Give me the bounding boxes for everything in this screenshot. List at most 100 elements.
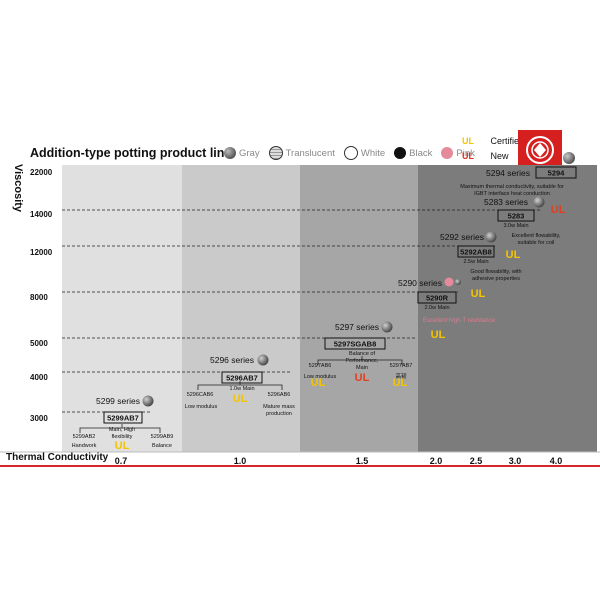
variant-desc-5296AB6: production (266, 411, 292, 417)
color-legend: Gray Translucent White Black Pink (218, 146, 475, 160)
y-tick-label: 5000 (30, 339, 48, 348)
note-5283: Excellent flowability, (512, 233, 561, 239)
main-5297-box (324, 337, 386, 350)
desc-5297: Main (356, 365, 368, 371)
series-ball-5296 (257, 354, 269, 366)
main-5292-label: 5292AB8 (460, 248, 492, 257)
variant-desc-5297AB7: 高韧 (395, 372, 407, 380)
series-ball-5297 (381, 321, 393, 333)
desc-5299: Main, High (109, 427, 135, 433)
x-tick-label: 1.5 (356, 456, 369, 466)
ul-certified-legend: UL Certified (462, 136, 524, 146)
x-axis-label: Thermal Conductivity (6, 452, 109, 463)
main-5294-label: 5294 (548, 169, 566, 178)
y-tick-label: 14000 (30, 210, 53, 219)
bracket-line (197, 381, 283, 390)
white-ball-icon (343, 146, 358, 160)
variant-5297AB6: 5297AB6 (309, 363, 332, 369)
main-5296-label: 5296AB7 (226, 374, 258, 383)
ul-5296: UL (233, 393, 248, 405)
variant-desc-5297AB6: Low modulus (304, 374, 337, 380)
variant-5297AB7: 5297AB7 (390, 363, 413, 369)
translucent-ball-icon (268, 146, 283, 160)
series-label-5290: 5290 series (398, 278, 442, 288)
desc-5297: Balance of (349, 351, 375, 357)
ul-5290-extra: UL (471, 288, 486, 300)
main-5299-label: 5299AB7 (107, 414, 139, 423)
series-label-5294: 5294 series (486, 168, 530, 178)
x-tick-label: 2.0 (430, 456, 443, 466)
desc-5283: 3.0w Main (503, 223, 528, 229)
ul-new-label: New (490, 151, 509, 161)
x-tick-label: 2.5 (470, 456, 483, 466)
main-5294-box (535, 166, 577, 179)
note-5292: Good flowability, with (470, 269, 521, 275)
x-tick-label: 4.0 (550, 456, 563, 466)
black-ball-icon (394, 147, 407, 159)
series-label-5283: 5283 series (484, 197, 528, 207)
main-5283-box (497, 209, 535, 222)
ul-5297AB7: UL (393, 377, 408, 389)
variant-desc-5299AB9: Balance (152, 443, 172, 449)
legend-white: White (360, 147, 386, 159)
ul-new-legend: UL New (462, 151, 509, 161)
legend-translucent: Translucent (285, 147, 335, 159)
bracket-line (79, 424, 161, 433)
main-5290-box (417, 291, 457, 304)
series-ball-5290 (444, 277, 454, 287)
band-0 (62, 165, 182, 452)
band-3 (418, 165, 597, 452)
ul-5283: UL (551, 204, 566, 216)
variant-5296CAB6: 5296CAB6 (187, 392, 214, 398)
variant-5296AB6: 5296AB6 (268, 392, 291, 398)
y-tick-label: 12000 (30, 248, 53, 257)
note-5294: Maximum thermal conductivity, suitable f… (460, 184, 564, 190)
legend-gray: Gray (239, 147, 260, 159)
x-tick-label: 3.0 (509, 456, 522, 466)
y-tick-label: 3000 (30, 414, 48, 423)
ul-5297: UL (355, 372, 370, 384)
main-5297-label: 5297SGAB8 (334, 340, 377, 349)
company-logo (518, 130, 562, 170)
note-5294: IGBT interface heat conduction (474, 191, 550, 197)
ul-5299: UL (115, 440, 130, 452)
variant-5299AB9: 5299AB9 (151, 434, 174, 440)
series-ball-5290-gray (455, 279, 461, 285)
main-5296-box (221, 371, 263, 384)
series-label-5299: 5299 series (96, 396, 140, 406)
gray-ball-icon (224, 147, 236, 159)
y-tick-label: 8000 (30, 293, 48, 302)
pink-ball-icon (441, 147, 454, 159)
series-label-5297: 5297 series (335, 322, 379, 332)
y-tick-label: 22000 (30, 168, 53, 177)
ul-certified-label: Certified (490, 136, 525, 146)
desc-5292: 2.5w Main (463, 259, 488, 265)
main-5292-box (457, 245, 495, 258)
main-5290-label: 5290R (426, 294, 449, 303)
desc-5299: flexibility (112, 434, 133, 440)
y-tick-label: 4000 (30, 373, 48, 382)
variant-desc-5296AB6: Mature mass (263, 404, 295, 410)
main-5299-box (103, 411, 143, 424)
series-ball-5283 (533, 196, 545, 208)
series-label-5292: 5292 series (440, 232, 484, 242)
variant-desc-5299AB2: Handwork (72, 443, 97, 449)
variant-desc-5296CAB6: Low modulus (185, 404, 218, 410)
series-ball-5299 (142, 395, 154, 407)
note-5283: suitable for coil (518, 240, 555, 246)
variant-5299AB2: 5299AB2 (73, 434, 96, 440)
ul-5292: UL (506, 249, 521, 261)
ul-5297AB6: UL (311, 377, 326, 389)
ul-new-mark: UL (462, 151, 474, 161)
bracket-line (317, 356, 403, 365)
note-5292: adhesive properties (472, 276, 520, 282)
band-1 (182, 165, 300, 452)
legend-black: Black (409, 147, 433, 159)
series-label-5296: 5296 series (210, 355, 254, 365)
corner-gray-ball-icon (563, 152, 575, 164)
legend-pink: Pink (456, 147, 475, 159)
band-2 (300, 165, 418, 452)
page-title: Addition-type potting product line (30, 146, 232, 160)
desc-5297: Performance, (345, 358, 378, 364)
